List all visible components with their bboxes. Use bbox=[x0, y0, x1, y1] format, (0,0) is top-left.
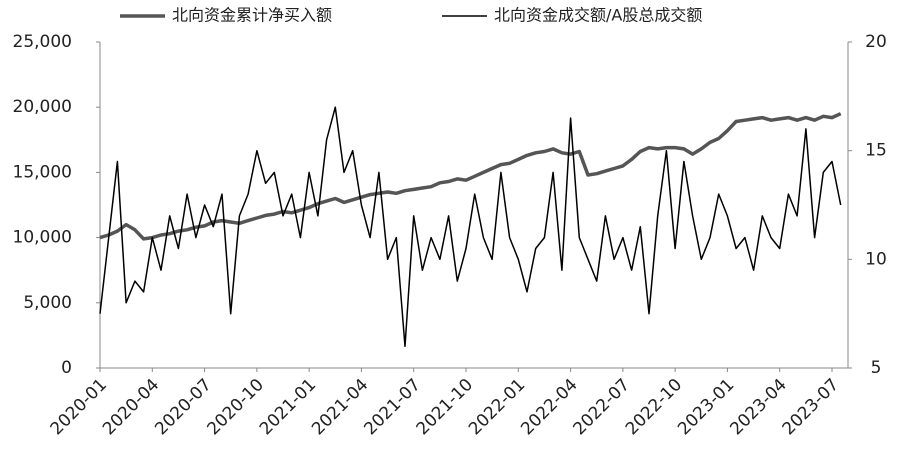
y2-tick-label: 15 bbox=[865, 141, 887, 161]
x-tick-label: 2021-07 bbox=[360, 375, 424, 439]
x-tick-label: 2021-01 bbox=[256, 375, 320, 439]
y2-tick-label: 20 bbox=[865, 32, 887, 52]
legend-label: 北向资金累计净买入额 bbox=[172, 6, 332, 25]
x-tick-label: 2022-04 bbox=[517, 375, 581, 439]
x-tick-label: 2023-07 bbox=[779, 375, 843, 439]
x-tick-label: 2021-04 bbox=[308, 375, 372, 439]
x-tick-label: 2020-07 bbox=[151, 375, 215, 439]
x-tick-label: 2022-01 bbox=[465, 375, 529, 439]
x-tick-label: 2020-10 bbox=[204, 375, 268, 439]
y2-tick-label: 5 bbox=[871, 358, 882, 378]
x-tick-label: 2020-04 bbox=[99, 375, 163, 439]
y-tick-label: 25,000 bbox=[13, 32, 72, 52]
series-line bbox=[99, 106, 842, 348]
legend-label: 北向资金成交额/A股总成交额 bbox=[494, 6, 702, 25]
y-tick-label: 15,000 bbox=[13, 162, 72, 182]
x-tick-label: 2022-10 bbox=[622, 375, 686, 439]
x-tick-label: 2023-01 bbox=[674, 375, 738, 439]
y-tick-label: 20,000 bbox=[13, 97, 72, 117]
x-tick-label: 2022-07 bbox=[570, 375, 634, 439]
x-tick-label: 2021-10 bbox=[413, 375, 477, 439]
y-tick-label: 10,000 bbox=[13, 228, 72, 248]
y-tick-label: 0 bbox=[61, 358, 72, 378]
x-tick-label: 2023-04 bbox=[726, 375, 790, 439]
y2-tick-label: 10 bbox=[865, 249, 887, 269]
x-tick-label: 2020-01 bbox=[47, 375, 111, 439]
y-tick-label: 5,000 bbox=[23, 293, 72, 313]
